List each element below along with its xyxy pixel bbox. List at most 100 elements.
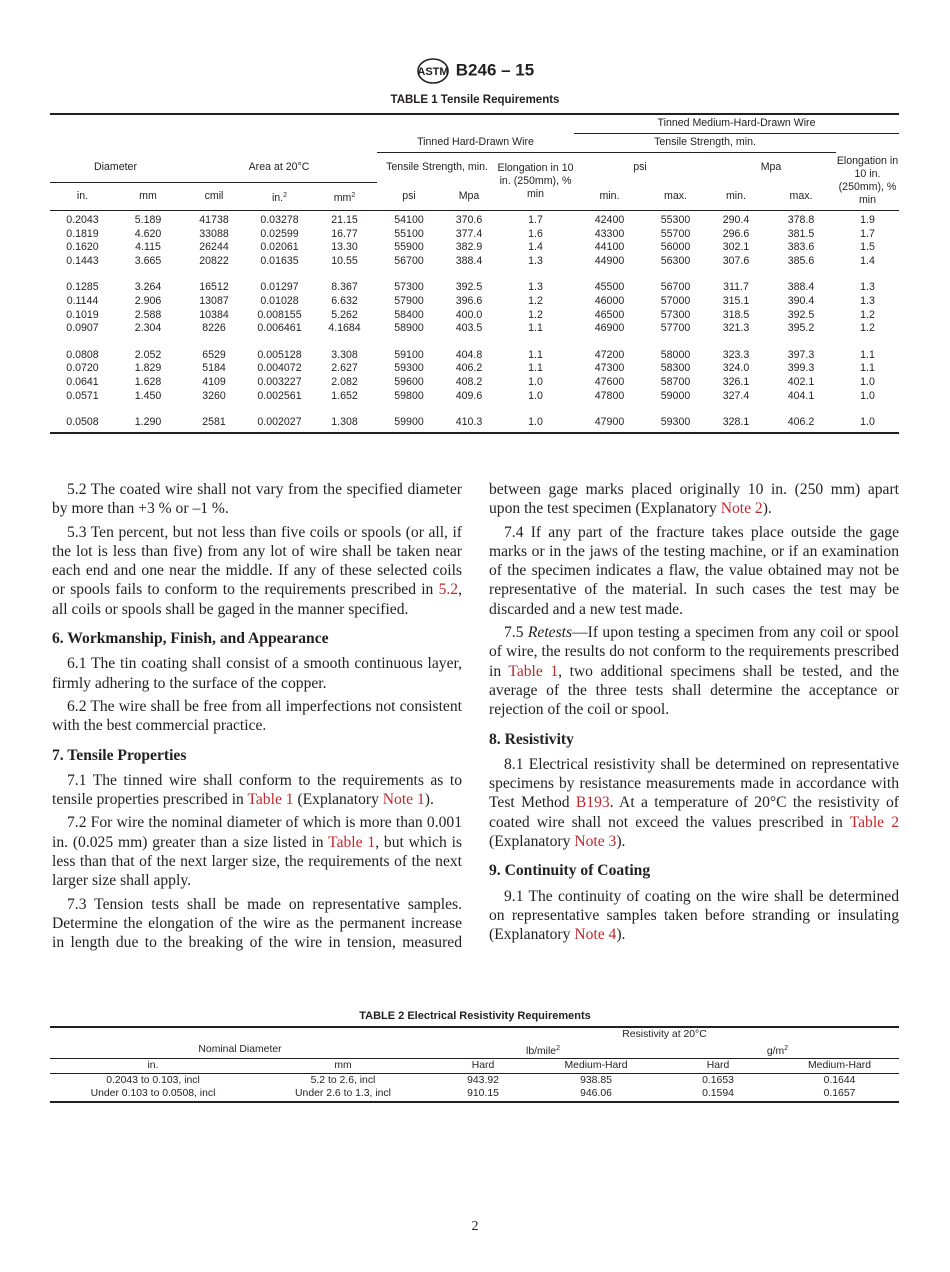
cross-reference-link[interactable]: B193 (575, 794, 610, 812)
cross-reference-link[interactable]: 5.2 (438, 581, 459, 599)
table-cell: 0.008155 (257, 308, 302, 321)
table-cell: 1.628 (134, 375, 162, 388)
table-cell: 58900 (394, 322, 424, 335)
table-cell: 57700 (660, 322, 691, 335)
right-text-column: between gage marks placed originally 10 … (489, 480, 899, 949)
psi-header: psi (633, 161, 647, 173)
subheader: Hard (430, 1058, 536, 1074)
cross-reference-link[interactable]: Note 1 (382, 791, 425, 809)
table-cell: 397.3 (787, 348, 815, 361)
paragraph: 7.5 Retests—If upon testing a specimen f… (489, 623, 899, 719)
text-segment: 9.1 The continuity of coating on the wir… (489, 887, 899, 944)
table-row: 0.2043 to 0.103, incl 5.2 to 2.6, incl 943… (50, 1073, 899, 1087)
text-segment: 7. Tensile Properties (52, 746, 187, 764)
table-cell: 1.3 (528, 281, 543, 294)
astm-logo-icon: ASTM (416, 58, 449, 84)
table-cell: 56000 (660, 241, 691, 254)
table-cell: 0.2043 to 0.103, incl (106, 1074, 200, 1086)
table-cell: Under 0.103 to 0.0508, incl (90, 1088, 216, 1099)
table-cell: 395.2 (787, 322, 815, 335)
text-segment: 7.5 (504, 624, 528, 642)
table-cell: 388.4 (787, 281, 815, 294)
table-cell: 0.1653 (702, 1074, 734, 1086)
table-cell: 55300 (660, 214, 691, 226)
row-spacer (50, 403, 899, 416)
table-row: Under 0.103 to 0.0508, incl Under 2.6 to … (50, 1087, 899, 1102)
text-segment: 8. Resistivity (489, 730, 574, 748)
table-cell: 59800 (394, 389, 424, 402)
table-cell: 10384 (199, 308, 229, 321)
table-cell: 385.6 (787, 254, 815, 267)
paragraph: 8.1 Electrical resistivity shall be dete… (489, 755, 899, 851)
table-cell: 44900 (594, 254, 625, 267)
table-cell: 315.1 (722, 294, 750, 307)
subheader: in. (50, 1058, 256, 1074)
table-cell: 0.1620 (66, 241, 99, 254)
table-cell: 1.1 (860, 362, 875, 375)
table-cell: 0.1594 (702, 1088, 734, 1099)
table2-caption: TABLE 2 Electrical Resistivity Requireme… (359, 1010, 591, 1022)
table-cell: 0.1144 (66, 294, 99, 307)
text-segment: between gage marks placed originally 10 … (489, 481, 899, 518)
table-cell: 13087 (199, 294, 229, 307)
table-row: 0.0720 1.829 5184 0.004072 2.627 59300 406.2 1.… (50, 362, 899, 376)
cross-reference-link[interactable]: Table 2 (849, 813, 899, 831)
table-cell: 2.304 (134, 322, 162, 335)
table-cell: 1.1 (528, 348, 543, 361)
paragraph: 7.1 The tinned wire shall conform to the… (52, 771, 462, 810)
table-cell: 1.0 (860, 375, 875, 388)
table-cell: 0.003227 (257, 375, 302, 388)
table-cell: 406.2 (787, 416, 815, 429)
subheader: max. (766, 182, 836, 211)
table-row: 0.1620 4.115 26244 0.02061 13.30 55900 382.9 1.… (50, 241, 899, 255)
table-cell: 42400 (594, 214, 625, 226)
cross-reference-link[interactable]: Note 4 (574, 926, 617, 944)
group-medium-hard: Tinned Medium-Hard-Drawn Wire (574, 114, 899, 134)
subheader: max. (645, 182, 706, 211)
paragraph: 5.3 Ten percent, but not less than five … (52, 523, 462, 619)
table-cell: 318.5 (722, 308, 750, 321)
subheader: min. (706, 182, 766, 211)
table-cell: 943.92 (467, 1074, 499, 1086)
table-cell: 323.3 (722, 348, 750, 361)
table-cell: 0.2043 (66, 214, 99, 226)
elongation-medium-header: Elongation in 10 in. (250mm), % min (836, 152, 899, 211)
paragraph: 7.3 Tension tests shall be made on repre… (52, 895, 462, 953)
table-cell: 370.6 (455, 214, 483, 226)
table-cell: 399.3 (787, 362, 815, 375)
tensile-strength-medium: Tensile Strength, min. (574, 133, 836, 153)
table-cell: 1.0 (528, 375, 543, 388)
table-cell: 58000 (660, 348, 691, 361)
subheader: min. (574, 182, 645, 211)
table-cell: 0.0808 (66, 348, 99, 361)
table-row: 0.1285 3.264 16512 0.01297 8.367 57300 392.5 1.… (50, 281, 899, 295)
text-segment: 7.4 If any part of the fracture takes pl… (489, 523, 899, 618)
table-cell: 1.2 (860, 322, 875, 335)
subheader: mm (256, 1058, 430, 1074)
paragraph: 7.4 If any part of the fracture takes pl… (489, 523, 899, 619)
table-cell: 4.620 (134, 227, 162, 240)
cross-reference-link[interactable]: Note 3 (574, 833, 617, 851)
table-cell: Under 2.6 to 1.3, incl (295, 1088, 391, 1099)
table-cell: 0.1644 (823, 1074, 856, 1086)
cross-reference-link[interactable]: Table 1 (247, 791, 294, 809)
table-cell: 392.5 (787, 308, 815, 321)
group-hard-drawn: Tinned Hard-Drawn Wire (377, 133, 574, 153)
page-number: 2 (471, 1219, 479, 1234)
text-segment: 8.1 Electrical resistivity shall be dete… (489, 755, 899, 812)
table-cell: 2.082 (331, 375, 358, 388)
paragraph: 7.2 For wire the nominal diameter of whi… (52, 813, 462, 890)
cross-reference-link[interactable]: Table 1 (328, 833, 376, 851)
cross-reference-link[interactable]: Table 1 (508, 662, 559, 680)
table-cell: 0.002561 (257, 389, 302, 402)
table-cell: 47600 (594, 375, 625, 388)
table-cell: 0.02599 (260, 227, 299, 240)
table-cell: 1.290 (134, 416, 162, 429)
text-segment: ). (616, 833, 626, 851)
subheader: Hard (656, 1058, 780, 1074)
table-cell: 324.0 (722, 362, 750, 375)
table-cell: 2.052 (134, 348, 162, 361)
lb-mile-header: lb/mile2 (430, 1041, 656, 1059)
cross-reference-link[interactable]: Note 2 (720, 500, 763, 518)
table-cell: 46500 (594, 308, 625, 321)
